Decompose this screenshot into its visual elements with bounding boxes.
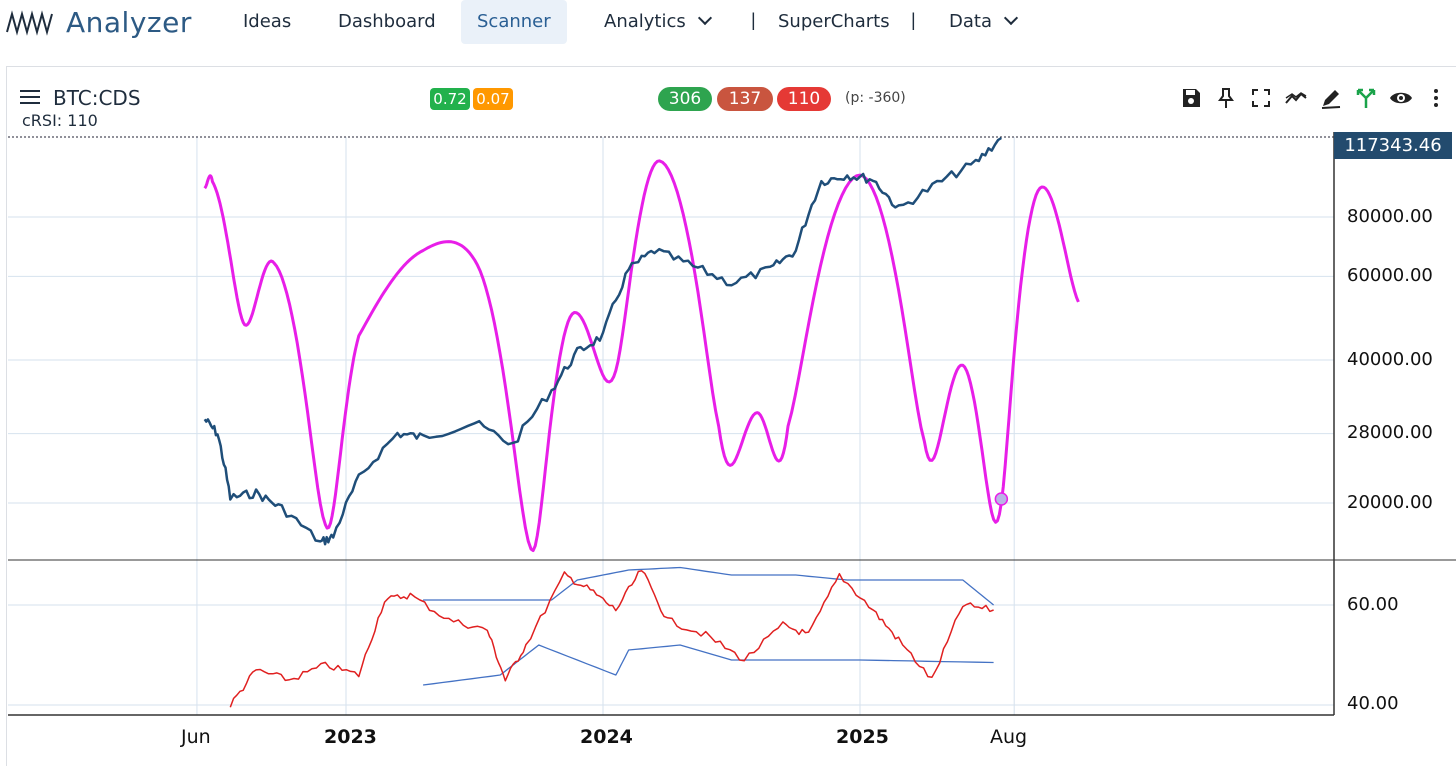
nav-ideas[interactable]: Ideas <box>243 11 292 32</box>
time-tick-label: 2024 <box>580 726 633 748</box>
nav-analytics-label: Analytics <box>604 11 686 32</box>
price-tick-label: 40000.00 <box>1347 349 1433 370</box>
nav-supercharts[interactable]: SuperCharts <box>778 11 890 32</box>
cycle-low-marker[interactable] <box>994 492 1009 506</box>
nav-data[interactable]: Data <box>949 0 1019 44</box>
nav-dashboard[interactable]: Dashboard <box>338 11 436 32</box>
nav-scanner[interactable]: Scanner <box>461 0 567 44</box>
save-icon[interactable] <box>1179 86 1203 110</box>
trend-icon[interactable] <box>1284 86 1308 110</box>
more-icon[interactable] <box>1424 86 1448 110</box>
nav-data-label: Data <box>949 11 992 32</box>
brand-name: Analyzer <box>66 6 192 39</box>
rsi-tick-label: 60.00 <box>1347 594 1399 615</box>
score-pill: 306 <box>658 87 712 111</box>
draw-icon[interactable] <box>1319 86 1343 110</box>
menu-icon[interactable] <box>20 90 40 106</box>
badge-value: 0.72 <box>430 88 470 110</box>
time-tick-label: Aug <box>990 726 1028 748</box>
top-navigation: Analyzer Ideas Dashboard Scanner Analyti… <box>0 0 1456 44</box>
time-tick-label: 2023 <box>324 726 377 748</box>
price-tick-label: 20000.00 <box>1347 492 1433 513</box>
indicator-label: cRSI: 110 <box>22 111 98 130</box>
series-upper-band[interactable] <box>423 566 995 606</box>
series-cycle-line[interactable] <box>203 159 1080 553</box>
series-layer <box>203 136 1080 708</box>
series-rsi[interactable] <box>229 570 994 708</box>
symbol-label[interactable]: BTC:CDS <box>53 86 141 110</box>
rsi-tick-label: 40.00 <box>1347 693 1399 714</box>
grid-lines <box>8 137 1334 715</box>
logo-wave-icon <box>6 9 53 36</box>
fullscreen-icon[interactable] <box>1249 86 1273 110</box>
price-tick-label: 60000.00 <box>1347 265 1433 286</box>
chart-toolbar <box>1179 86 1456 110</box>
score-pill: 137 <box>717 87 773 111</box>
eye-icon[interactable] <box>1389 86 1413 110</box>
nav-separator: | <box>911 10 916 30</box>
time-tick-label: 2025 <box>836 726 889 748</box>
nav-analytics[interactable]: Analytics <box>604 0 712 44</box>
pin-icon[interactable] <box>1214 86 1238 110</box>
badge-value: 0.07 <box>473 88 513 110</box>
price-tick-label: 80000.00 <box>1347 206 1433 227</box>
time-tick-label: Jun <box>181 726 211 748</box>
score-pill: 110 <box>777 87 831 111</box>
fork-icon[interactable] <box>1354 86 1378 110</box>
period-label: (p: -360) <box>845 90 906 106</box>
brand[interactable]: Analyzer <box>6 6 192 39</box>
last-price-tag: 117343.46 <box>1334 132 1452 159</box>
series-btc-price[interactable] <box>203 136 1002 546</box>
chart-panel <box>6 66 1456 766</box>
nav-separator: | <box>751 10 756 30</box>
price-tick-label: 28000.00 <box>1347 422 1433 443</box>
